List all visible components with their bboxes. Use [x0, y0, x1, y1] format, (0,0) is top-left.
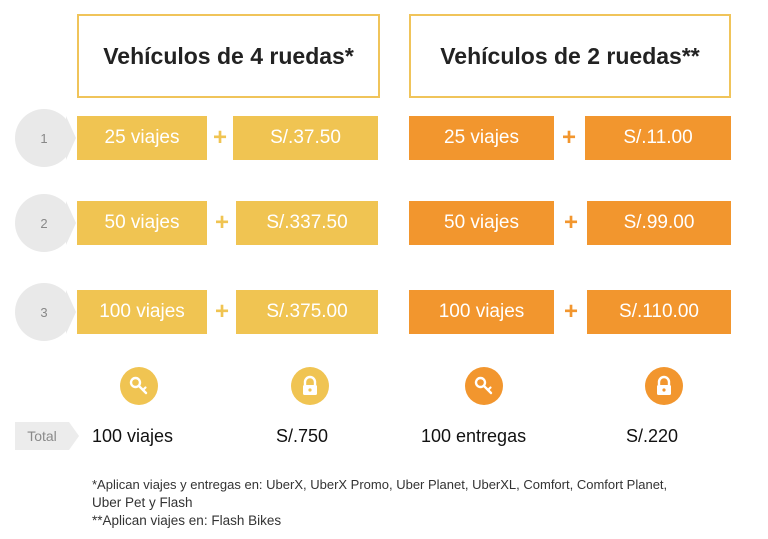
tier-four-amount-label: S/.37.50 [270, 127, 341, 148]
header-four-wheels: Vehículos de 4 ruedas* [77, 14, 380, 98]
footnote-line-3: **Aplican viajes en: Flash Bikes [92, 513, 282, 528]
tier-two-amount-label: S/.11.00 [623, 127, 693, 148]
key-icon [465, 367, 503, 405]
tier-two-amount: S/.110.00 [587, 290, 731, 334]
tier-pointer [66, 290, 76, 334]
footnotes: *Aplican viajes y entregas en: UberX, Ub… [92, 476, 762, 530]
tier-four-amount-label: S/.375.00 [266, 301, 348, 322]
key-icon [120, 367, 158, 405]
tier-two-trips: 50 viajes [409, 201, 554, 245]
tier-four-trips-label: 100 viajes [99, 301, 185, 322]
tier-two-amount-label: S/.99.00 [623, 212, 695, 233]
tier-four-amount: S/.337.50 [236, 201, 378, 245]
plus-icon: + [563, 298, 578, 325]
tier-number: 2 [40, 215, 48, 231]
tier-number: 3 [40, 304, 48, 320]
tier-number-circle: 2 [15, 194, 73, 252]
tier-two-trips-label: 25 viajes [444, 127, 519, 148]
plus-icon: + [214, 209, 229, 236]
tier-two-amount: S/.11.00 [585, 116, 731, 160]
tier-four-amount: S/.37.50 [233, 116, 378, 160]
plus-icon: + [561, 124, 576, 151]
tier-two-trips-label: 100 viajes [438, 301, 525, 322]
plus-icon: + [563, 209, 578, 236]
tier-two-amount: S/.99.00 [587, 201, 731, 245]
lock-icon [645, 367, 683, 405]
tier-four-amount-label: S/.337.50 [266, 212, 348, 233]
plus-icon: + [212, 124, 227, 151]
tier-four-trips: 25 viajes [77, 116, 207, 160]
footnote-line-1: *Aplican viajes y entregas en: UberX, Ub… [92, 477, 668, 492]
plus-icon: + [214, 298, 229, 325]
total-four-trips: 100 viajes [92, 426, 174, 446]
lock-icon [291, 367, 329, 405]
tier-pointer [66, 116, 76, 160]
tier-four-trips: 50 viajes [77, 201, 207, 245]
total-label: Total [15, 422, 69, 450]
tier-pointer [66, 201, 76, 245]
tier-two-amount-label: S/.110.00 [619, 301, 699, 322]
tier-number-circle: 1 [15, 109, 73, 167]
total-pointer [69, 422, 79, 450]
tier-four-amount: S/.375.00 [236, 290, 378, 334]
tier-four-trips-label: 50 viajes [104, 212, 180, 233]
header-four-wheels-label: Vehículos de 4 ruedas* [103, 42, 354, 69]
total-two-trips: 100 entregas [421, 426, 527, 446]
total-four-amount: S/.750 [276, 426, 329, 446]
total-label-text: Total [27, 428, 57, 444]
header-two-wheels: Vehículos de 2 ruedas** [409, 14, 731, 98]
tier-four-trips-label: 25 viajes [104, 127, 180, 148]
tier-four-trips: 100 viajes [77, 290, 207, 334]
tier-two-trips: 25 viajes [409, 116, 554, 160]
tier-number-circle: 3 [15, 283, 73, 341]
tier-two-trips: 100 viajes [409, 290, 554, 334]
tier-two-trips-label: 50 viajes [444, 212, 519, 233]
total-two-amount: S/.220 [626, 426, 679, 446]
tier-number: 1 [40, 130, 48, 146]
footnote-line-2: Uber Pet y Flash [92, 495, 193, 510]
header-two-wheels-label: Vehículos de 2 ruedas** [440, 42, 700, 69]
